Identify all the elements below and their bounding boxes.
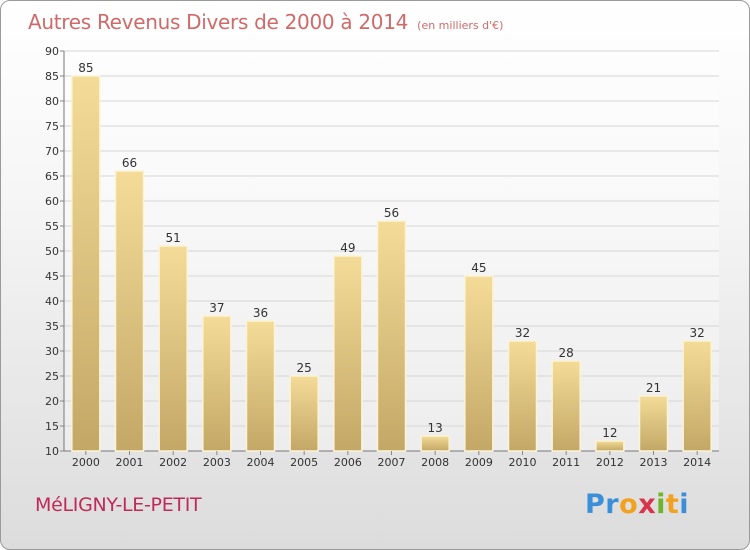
y-tick-label: 50 [45,245,59,258]
logo-letter: x [638,489,657,520]
x-tick-label-2005: 2005 [290,456,318,469]
chart-title-unit: (en milliers d'€) [417,19,504,32]
bar-2002 [158,245,188,452]
bar-2000 [71,75,101,452]
y-tick-label: 10 [45,445,59,458]
x-tick-label-2006: 2006 [334,456,362,469]
x-tick-label-2014: 2014 [683,456,711,469]
y-tick-label: 40 [45,295,59,308]
data-label-2012: 12 [602,426,617,440]
x-tick-label-2008: 2008 [421,456,449,469]
x-tick-label-2004: 2004 [247,456,275,469]
x-tick-label-2007: 2007 [378,456,406,469]
bar-2013 [638,395,669,452]
y-tick-label: 80 [45,95,59,108]
y-tick-label: 85 [45,70,59,83]
chart-title-main: Autres Revenus Divers de 2000 à 2014 [28,10,409,34]
x-tick-label-2012: 2012 [596,456,624,469]
data-label-2004: 36 [253,306,268,320]
bar-2005 [289,375,319,452]
x-tick-label-2013: 2013 [640,456,668,469]
logo-letter: i [656,489,666,520]
logo-letter: i [679,489,690,520]
data-label-2013: 21 [646,381,661,395]
x-tick-label-2009: 2009 [465,456,493,469]
data-label-2009: 45 [471,261,486,275]
y-tick-label: 70 [45,145,59,158]
x-tick-label-2002: 2002 [159,456,187,469]
chart-title: Autres Revenus Divers de 2000 à 2014 (en… [28,10,503,34]
x-tick-label-2001: 2001 [116,456,144,469]
data-label-2005: 25 [297,361,312,375]
data-label-2014: 32 [690,326,705,340]
bar-2008 [420,435,450,452]
y-tick-label: 15 [45,420,59,433]
bar-2007 [376,220,407,452]
x-tick-label-2003: 2003 [203,456,231,469]
data-label-2007: 56 [384,206,399,220]
bar-2004 [245,320,276,452]
y-tick-label: 35 [45,320,59,333]
data-label-2011: 28 [559,346,574,360]
data-label-2002: 51 [166,231,181,245]
y-tick-label: 30 [45,345,59,358]
x-tick-label-2010: 2010 [509,456,537,469]
y-tick-label: 65 [45,170,59,183]
y-tick-label: 90 [45,45,59,58]
proxiti-logo: Proxiti [585,489,689,520]
data-label-2001: 66 [122,156,137,170]
data-label-2010: 32 [515,326,530,340]
data-label-2006: 49 [340,241,355,255]
bar-2011 [551,360,581,452]
bar-2001 [114,170,145,452]
logo-letter: r [605,489,620,520]
logo-letter: P [585,489,606,520]
data-label-2003: 37 [209,301,224,315]
bar-2014 [682,340,712,452]
data-label-2008: 13 [428,421,443,435]
y-tick-label: 45 [45,270,59,283]
y-tick-label: 20 [45,395,59,408]
x-tick-label-2011: 2011 [552,456,580,469]
y-tick-label: 60 [45,195,59,208]
data-label-2000: 85 [78,61,93,75]
place-name: MéLIGNY-LE-PETIT [35,494,202,516]
bar-2012 [595,440,625,452]
bar-2009 [464,275,494,452]
x-tick-label-2000: 2000 [72,456,100,469]
y-tick-label: 75 [45,120,59,133]
logo-letter: t [665,489,680,520]
y-tick-label: 55 [45,220,59,233]
bar-2010 [507,340,538,452]
bar-2003 [202,315,232,452]
y-tick-label: 25 [45,370,59,383]
logo-letter: o [619,489,639,520]
bar-2006 [333,255,363,452]
